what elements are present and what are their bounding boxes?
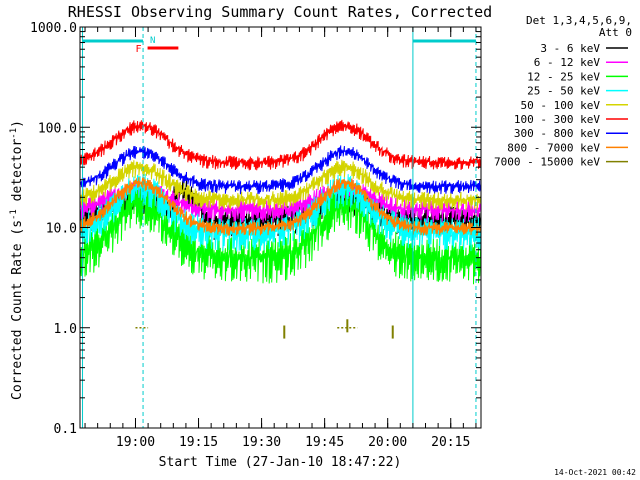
y-tick-label: 0.1 xyxy=(54,422,77,437)
series-line xyxy=(79,119,482,171)
chart-title: RHESSI Observing Summary Count Rates, Co… xyxy=(68,3,492,21)
footer-timestamp: 14-Oct-2021 00:42 xyxy=(554,468,636,477)
y-tick-label: 1.0 xyxy=(54,322,77,337)
series-line xyxy=(79,145,482,195)
series-line xyxy=(79,184,482,285)
plot-area: FN 0.1 1.0 10.0 100.0 1000.0 19:00 19:15 19:30 19… xyxy=(30,21,482,450)
x-tick-label: 19:15 xyxy=(179,435,218,450)
x-tick-label: 19:30 xyxy=(242,435,281,450)
flare-flag-label: F xyxy=(136,44,142,55)
x-tick-label: 20:00 xyxy=(368,435,407,450)
legend-header: Det 1,3,4,5,6,9, xyxy=(526,14,632,27)
x-tick-label: 20:15 xyxy=(431,435,470,450)
series-line xyxy=(79,177,482,236)
legend-entry-label: 12 - 25 keV xyxy=(527,70,600,83)
legend-entry-label: 3 - 6 keV xyxy=(540,42,600,55)
y-tick-label: 1000.0 xyxy=(30,21,77,36)
legend-entry-label: 50 - 100 keV xyxy=(521,99,601,112)
series-line xyxy=(79,159,482,210)
x-tick-label: 19:45 xyxy=(305,435,344,450)
legend-entry-label: 300 - 800 keV xyxy=(514,127,600,140)
legend-entry-label: 800 - 7000 keV xyxy=(507,141,600,154)
legend-header: Att 0 xyxy=(599,26,632,39)
legend-entry-label: 100 - 300 keV xyxy=(514,113,600,126)
x-tick-label: 19:00 xyxy=(116,435,155,450)
y-tick-label: 100.0 xyxy=(38,121,77,136)
legend-entry-label: 25 - 50 keV xyxy=(527,85,600,98)
legend-entry-label: 6 - 12 keV xyxy=(534,56,601,69)
y-axis-label: Corrected Count Rate (s-1 detector-1) xyxy=(9,120,25,400)
y-tick-label: 10.0 xyxy=(46,222,77,237)
night-flag-label: N xyxy=(150,36,155,46)
legend-entry-label: 7000 - 15000 keV xyxy=(494,156,600,169)
x-axis-label: Start Time (27-Jan-10 18:47:22) xyxy=(159,455,402,470)
